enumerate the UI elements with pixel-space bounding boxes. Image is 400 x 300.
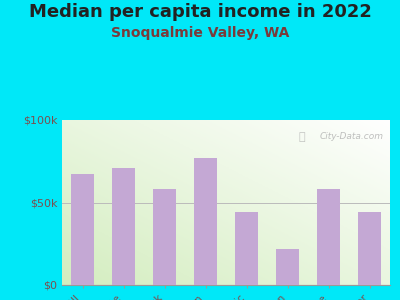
Bar	[358, 212, 381, 285]
Bar	[71, 174, 94, 285]
Bar	[317, 189, 340, 285]
Bar	[235, 212, 258, 285]
Bar	[276, 249, 299, 285]
Bar	[112, 168, 135, 285]
Bar	[153, 189, 176, 285]
Text: City-Data.com: City-Data.com	[320, 131, 384, 140]
Text: Snoqualmie Valley, WA: Snoqualmie Valley, WA	[111, 26, 289, 40]
Text: Median per capita income in 2022: Median per capita income in 2022	[28, 3, 372, 21]
Text: Ⓜ: Ⓜ	[298, 131, 305, 142]
Bar	[194, 158, 217, 285]
